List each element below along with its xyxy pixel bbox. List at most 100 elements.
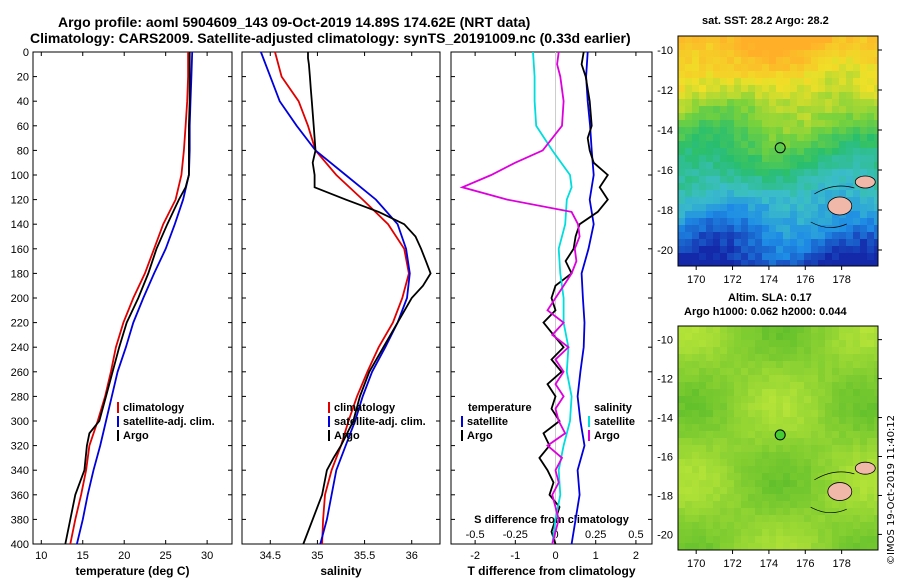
- map-cell: [678, 218, 685, 225]
- map-cell: [874, 452, 878, 459]
- map-cell: [790, 382, 797, 389]
- map-cell: [825, 232, 832, 239]
- map-cell: [818, 204, 825, 211]
- map-cell: [818, 211, 825, 218]
- map-cell: [748, 50, 755, 57]
- map-cell: [853, 382, 860, 389]
- map-cell: [741, 57, 748, 64]
- map-cell: [776, 480, 783, 487]
- map-cell: [832, 438, 839, 445]
- map-cell: [860, 480, 867, 487]
- map-cell: [741, 340, 748, 347]
- map-cell: [846, 64, 853, 71]
- map-cell: [825, 169, 832, 176]
- map-cell: [762, 473, 769, 480]
- map-cell: [832, 120, 839, 127]
- map-cell: [846, 134, 853, 141]
- map-cell: [699, 50, 706, 57]
- map-cell: [846, 148, 853, 155]
- map-cell: [692, 141, 699, 148]
- map-cell: [832, 92, 839, 99]
- map-cell: [692, 260, 699, 266]
- map-cell: [720, 253, 727, 260]
- map-cell: [874, 225, 878, 232]
- map-cell: [734, 43, 741, 50]
- map-cell: [741, 218, 748, 225]
- map-cell: [797, 50, 804, 57]
- map-cell: [832, 162, 839, 169]
- map-cell: [720, 543, 727, 550]
- map-cell: [846, 225, 853, 232]
- map-cell: [727, 148, 734, 155]
- map-cell: [755, 225, 762, 232]
- map-cell: [818, 487, 825, 494]
- map-cell: [769, 99, 776, 106]
- map-cell: [769, 218, 776, 225]
- map-cell: [846, 403, 853, 410]
- map-cell: [874, 333, 878, 340]
- map-cell: [860, 127, 867, 134]
- map-cell: [853, 232, 860, 239]
- map-cell: [846, 382, 853, 389]
- map-cell: [762, 431, 769, 438]
- map-cell: [783, 260, 790, 266]
- map-cell: [727, 43, 734, 50]
- map-cell: [713, 459, 720, 466]
- map-cell: [748, 368, 755, 375]
- map-cell: [797, 543, 804, 550]
- map-cell: [818, 529, 825, 536]
- map-cell: [685, 155, 692, 162]
- map-cell: [762, 389, 769, 396]
- map-cell: [748, 85, 755, 92]
- map-cell: [846, 424, 853, 431]
- map-cell: [860, 162, 867, 169]
- map-cell: [867, 218, 874, 225]
- map-cell: [762, 106, 769, 113]
- map-cell: [762, 127, 769, 134]
- map-cell: [706, 501, 713, 508]
- map-cell: [839, 417, 846, 424]
- map-cell: [678, 155, 685, 162]
- y-tick-label: 0: [23, 47, 29, 59]
- map-cell: [713, 466, 720, 473]
- map-cell: [685, 183, 692, 190]
- map-cell: [699, 347, 706, 354]
- map-cell: [790, 396, 797, 403]
- map-cell: [678, 64, 685, 71]
- map-cell: [783, 375, 790, 382]
- map-cell: [755, 106, 762, 113]
- map-cell: [720, 445, 727, 452]
- map-cell: [720, 260, 727, 266]
- map-cell: [846, 536, 853, 543]
- map-cell: [853, 218, 860, 225]
- map-cell: [818, 218, 825, 225]
- map-cell: [720, 431, 727, 438]
- map-cell: [804, 183, 811, 190]
- map-cell: [734, 375, 741, 382]
- y-tick-label: 280: [11, 391, 29, 403]
- map-cell: [734, 85, 741, 92]
- map-cell: [797, 445, 804, 452]
- map-cell: [832, 445, 839, 452]
- map-cell: [748, 204, 755, 211]
- map-cell: [685, 92, 692, 99]
- map-cell: [853, 459, 860, 466]
- map-cell: [762, 253, 769, 260]
- map-cell: [727, 218, 734, 225]
- map-cell: [839, 85, 846, 92]
- map-cell: [790, 340, 797, 347]
- map-cell: [727, 382, 734, 389]
- map-cell: [839, 57, 846, 64]
- map-cell: [832, 260, 839, 266]
- map-cell: [706, 382, 713, 389]
- map-cell: [692, 71, 699, 78]
- map-cell: [867, 452, 874, 459]
- map-cell: [706, 225, 713, 232]
- map-cell: [867, 424, 874, 431]
- map-cell: [846, 452, 853, 459]
- map-cell: [832, 368, 839, 375]
- map-cell: [839, 106, 846, 113]
- legend-heading-temperature: temperature: [468, 402, 532, 414]
- map-cell: [678, 501, 685, 508]
- map-cell: [804, 375, 811, 382]
